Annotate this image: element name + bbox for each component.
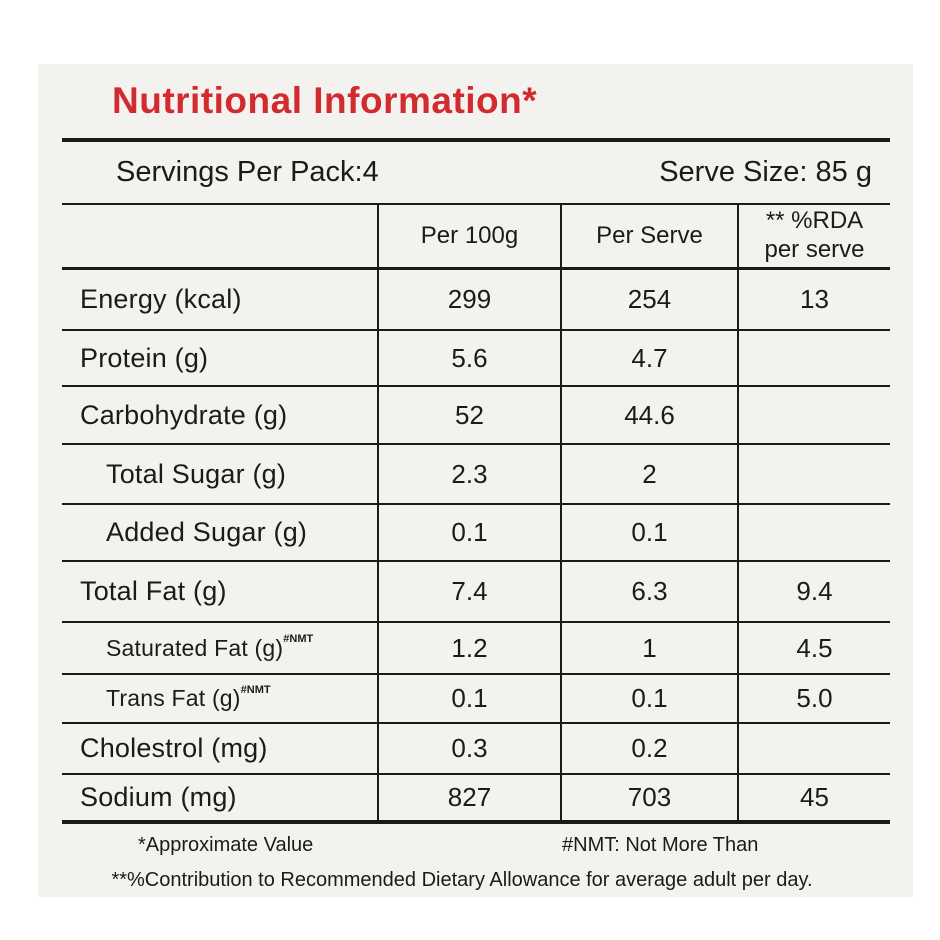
value-per-serve: 44.6 (560, 387, 737, 445)
value-rda-per-serve (737, 387, 890, 445)
value-per-serve: 0.2 (560, 724, 737, 775)
serve-size-label: Serve Size: 85 g (659, 156, 872, 188)
row-label: Carbohydrate (g) (62, 387, 377, 445)
footnote-nmt: #NMT: Not More Than (562, 834, 759, 856)
value-per-serve: 4.7 (560, 331, 737, 387)
row-label-text: Trans Fat (g) (106, 685, 241, 711)
header-rda-per-serve: ** %RDA per serve (737, 205, 890, 270)
nmt-superscript: #NMT (240, 683, 271, 696)
row-label: Added Sugar (g) (62, 505, 377, 562)
value-rda-per-serve: 13 (737, 270, 890, 331)
value-per-serve: 254 (560, 270, 737, 331)
row-label: Sodium (mg) (62, 775, 377, 824)
row-label: Total Fat (g) (62, 562, 377, 623)
row-label: Cholestrol (mg) (62, 724, 377, 775)
value-per-100g: 1.2 (377, 623, 560, 675)
value-per-serve: 703 (560, 775, 737, 824)
row-label-text: Cholestrol (mg) (80, 733, 268, 763)
row-label-text: Added Sugar (g) (106, 517, 308, 547)
value-per-100g: 2.3 (377, 445, 560, 505)
row-label: Saturated Fat (g) #NMT (62, 623, 377, 675)
value-per-serve: 1 (560, 623, 737, 675)
serving-info-row: Servings Per Pack:4 Serve Size: 85 g (62, 142, 890, 203)
nutrition-label-panel: Nutritional Information* Servings Per Pa… (38, 64, 913, 897)
header-rda-line1: ** %RDA (765, 207, 864, 235)
nutrition-grid: Per 100g Per Serve ** %RDA per serve Ene… (62, 205, 890, 824)
value-rda-per-serve (737, 724, 890, 775)
servings-per-pack-label: Servings Per Pack:4 (116, 156, 379, 188)
value-rda-per-serve: 45 (737, 775, 890, 824)
value-per-100g: 827 (377, 775, 560, 824)
header-per-100g: Per 100g (377, 205, 560, 270)
row-label-text: Energy (kcal) (80, 284, 242, 314)
value-per-100g: 7.4 (377, 562, 560, 623)
value-per-100g: 0.1 (377, 675, 560, 724)
nmt-superscript: #NMT (283, 633, 314, 645)
value-rda-per-serve: 5.0 (737, 675, 890, 724)
header-blank (62, 205, 377, 270)
row-label-text: Saturated Fat (g) (106, 634, 284, 661)
row-label-text: Total Sugar (g) (106, 458, 287, 489)
row-label-text: Total Fat (g) (80, 576, 227, 606)
row-label: Energy (kcal) (62, 270, 377, 331)
value-per-100g: 52 (377, 387, 560, 445)
value-per-serve: 2 (560, 445, 737, 505)
header-rda-line2: per serve (764, 236, 865, 263)
value-per-serve: 0.1 (560, 505, 737, 562)
row-label: Trans Fat (g) #NMT (62, 675, 377, 724)
row-label: Protein (g) (62, 331, 377, 387)
value-rda-per-serve: 4.5 (737, 623, 890, 675)
row-label-text: Carbohydrate (g) (80, 399, 288, 430)
value-rda-per-serve (737, 505, 890, 562)
row-label-text: Sodium (mg) (80, 782, 237, 812)
value-per-100g: 299 (377, 270, 560, 331)
row-label: Total Sugar (g) (62, 445, 377, 505)
row-label-text: Protein (g) (80, 342, 209, 373)
value-per-serve: 6.3 (560, 562, 737, 623)
value-per-serve: 0.1 (560, 675, 737, 724)
value-rda-per-serve (737, 331, 890, 387)
page-title: Nutritional Information* (112, 80, 538, 121)
footnote-approximate-value: *Approximate Value (138, 834, 314, 856)
footnote-rda-contribution: **%Contribution to Recommended Dietary A… (111, 869, 813, 891)
nutrition-table: Per 100g Per Serve ** %RDA per serve Ene… (62, 203, 890, 824)
title-divider (62, 138, 890, 142)
value-per-100g: 0.3 (377, 724, 560, 775)
value-per-100g: 0.1 (377, 505, 560, 562)
header-per-serve: Per Serve (560, 205, 737, 270)
value-per-100g: 5.6 (377, 331, 560, 387)
value-rda-per-serve: 9.4 (737, 562, 890, 623)
value-rda-per-serve (737, 445, 890, 505)
